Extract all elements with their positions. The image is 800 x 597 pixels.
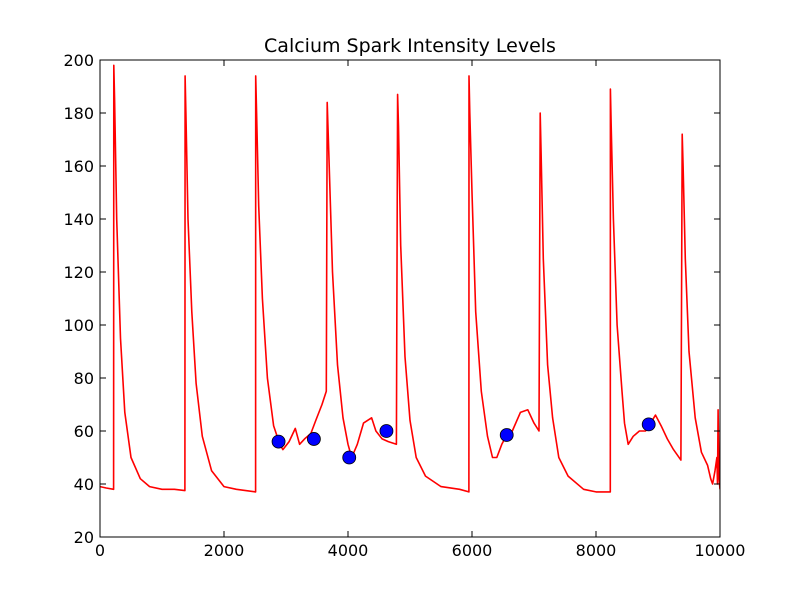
data-marker [342, 450, 357, 465]
axes: 0 2000 4000 6000 8000 10000 20 40 60 80 100 120 140 1… [63, 51, 745, 560]
y-tick-label: 200 [63, 51, 94, 70]
plot-frame [99, 59, 721, 538]
y-tick-label: 160 [63, 157, 94, 176]
data-marker [499, 428, 514, 442]
y-tick-label: 120 [63, 263, 94, 282]
x-tick-label: 10000 [695, 541, 746, 560]
data-marker [641, 417, 656, 432]
x-tick-label: 4000 [328, 541, 369, 560]
y-tick-label: 40 [74, 475, 94, 494]
y-tick-label: 100 [63, 316, 94, 335]
data-marker [306, 432, 321, 446]
series-line-0 [100, 64, 720, 493]
x-tick-label: 0 [95, 541, 105, 560]
x-tick-label: 2000 [204, 541, 245, 560]
y-tick-label: 80 [74, 369, 94, 388]
x-tick-label: 6000 [452, 541, 493, 560]
data-marker [271, 434, 286, 449]
plot-area [100, 64, 720, 493]
y-tick-label: 140 [63, 210, 94, 229]
y-tick-label: 180 [63, 104, 94, 123]
chart-title: Calcium Spark Intensity Levels [264, 35, 556, 57]
y-tick-label: 20 [74, 528, 94, 547]
data-marker [379, 424, 394, 438]
x-tick-label: 8000 [576, 541, 617, 560]
y-tick-label: 60 [74, 422, 94, 441]
